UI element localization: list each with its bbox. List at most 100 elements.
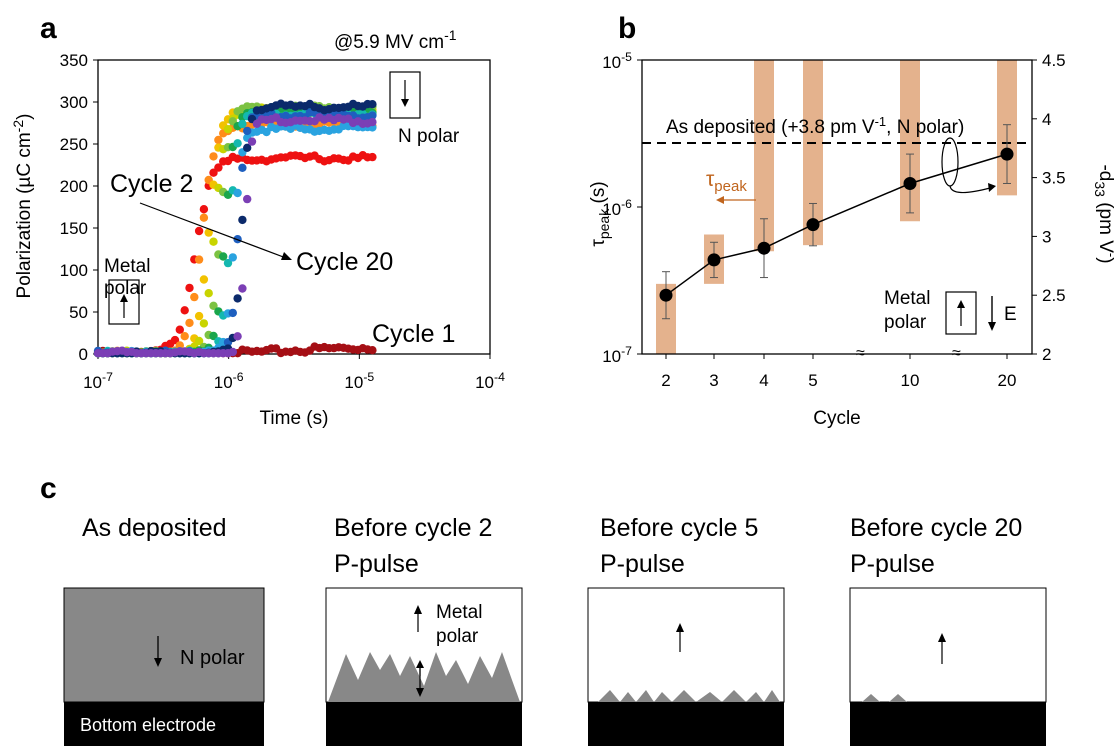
- data-point: [200, 275, 208, 283]
- diagram-4-title: Before cycle 20: [850, 514, 1022, 542]
- up-arrow-head-b: [957, 300, 965, 308]
- x-axis-label-a: Time (s): [260, 408, 329, 429]
- y-right-tick-label: 3: [1042, 227, 1051, 246]
- x-tick-label-a: 10-7: [83, 370, 113, 392]
- annotation-E: E: [1004, 304, 1017, 325]
- data-point: [195, 312, 203, 320]
- data-point: [238, 120, 246, 128]
- x-tick-label-b: 3: [709, 371, 718, 390]
- diagram-3-subtitle: P-pulse: [600, 550, 685, 578]
- d33-point: [807, 218, 820, 231]
- data-point: [368, 153, 376, 161]
- annotation-cycle1: Cycle 1: [372, 320, 455, 348]
- data-point: [238, 164, 246, 172]
- data-point: [181, 306, 189, 314]
- e-arrow-head: [988, 322, 996, 331]
- n-polar-label-c: N polar: [180, 647, 245, 669]
- axis-break-2: ≈: [952, 345, 961, 362]
- diagram-3-title: Before cycle 5: [600, 514, 758, 542]
- data-point: [248, 137, 256, 145]
- data-point: [229, 309, 237, 317]
- data-point: [233, 332, 241, 340]
- x-tick-label-a: 10-4: [475, 370, 505, 392]
- annotation-metal-polar-b: Metal polar: [884, 288, 930, 333]
- plot-frame-b: [642, 60, 1032, 354]
- annotation-tau-peak: τpeak: [706, 168, 747, 195]
- data-point: [209, 238, 217, 246]
- y-tick-label-a: 350: [60, 51, 88, 70]
- y-axis-label-right-b: -d33 (pm V-): [1092, 164, 1116, 263]
- y-tick-label-a: 100: [60, 261, 88, 280]
- x-tick-label-b: 4: [759, 371, 768, 390]
- data-point: [224, 125, 232, 133]
- cycle-arrow-head: [281, 252, 292, 260]
- x-axis-label-b: Cycle: [813, 408, 861, 429]
- diagram-4-electrode: [850, 702, 1046, 746]
- series-cycle-10: [94, 108, 377, 358]
- series-cycle-17: [94, 100, 377, 358]
- diagram-3-electrode: [588, 702, 784, 746]
- diagram-4-subtitle: P-pulse: [850, 550, 935, 578]
- annotation-cycle20: Cycle 20: [296, 248, 393, 276]
- data-point: [181, 332, 189, 340]
- x-tick-label-b: 10: [901, 371, 920, 390]
- diagram-2-electrode: [326, 702, 522, 746]
- y-axis-label-left-b: τpeak (s): [588, 181, 612, 246]
- data-point: [205, 289, 213, 297]
- x-tick-label-a: 10-6: [214, 370, 244, 392]
- data-point: [243, 127, 251, 135]
- data-point: [229, 348, 237, 356]
- y-left-tick-label: 10-7: [602, 344, 632, 366]
- x-tick-label-b: 5: [808, 371, 817, 390]
- data-point: [233, 294, 241, 302]
- panel-b-chart: 10-710-610-522.533.544.52 3 4 5 10 20 As depo…: [588, 50, 1116, 429]
- data-point: [209, 152, 217, 160]
- y-axis-label-a: Polarization (µC cm-2): [10, 114, 35, 299]
- data-point: [368, 118, 376, 126]
- panel-label-b: b: [618, 12, 636, 45]
- data-point: [185, 319, 193, 327]
- data-point: [200, 319, 208, 327]
- data-point: [195, 227, 203, 235]
- panel-a-chart: 0 50 100 150 200 250 300 350 10-7 10-6 10-5 10-4 @5…: [10, 27, 505, 429]
- tau-arrow-head: [716, 196, 724, 204]
- data-point: [195, 255, 203, 263]
- y-right-tick-label: 2: [1042, 345, 1051, 364]
- y-right-tick-label: 3.5: [1042, 169, 1066, 188]
- bottom-electrode-label: Bottom electrode: [80, 715, 216, 735]
- d33-point: [708, 253, 721, 266]
- data-point: [190, 293, 198, 301]
- data-point: [233, 139, 241, 147]
- y-left-tick-label: 10-5: [602, 50, 632, 72]
- d33-arrow-head: [988, 183, 996, 192]
- chart-a-title: @5.9 MV cm-1: [334, 27, 457, 53]
- d33-point: [758, 242, 771, 255]
- annotation-metal-polar-a: Metal polar: [104, 256, 150, 299]
- diagram-2-subtitle: P-pulse: [334, 550, 419, 578]
- diagram-1-film: [64, 588, 264, 702]
- y-right-tick-label: 4.5: [1042, 51, 1066, 70]
- diagram-2-title: Before cycle 2: [334, 514, 492, 542]
- data-point: [238, 216, 246, 224]
- data-point: [238, 284, 246, 292]
- y-tick-label-a: 250: [60, 135, 88, 154]
- data-point: [200, 205, 208, 213]
- y-tick-label-a: 150: [60, 219, 88, 238]
- panel-c-diagrams: As deposited Before cycle 2 P-pulse Befo…: [64, 514, 1046, 746]
- cycle-arrow: [140, 203, 286, 258]
- panel-label-a: a: [40, 12, 57, 45]
- data-point: [229, 253, 237, 261]
- down-arrow-head-a: [401, 99, 409, 107]
- x-tick-label-b: 20: [998, 371, 1017, 390]
- d33-point: [660, 289, 673, 302]
- annotation-n-polar-a: N polar: [398, 126, 460, 147]
- x-tick-label-b: 2: [661, 371, 670, 390]
- y-right-tick-label: 4: [1042, 110, 1051, 129]
- d33-arrow: [950, 186, 990, 193]
- axis-break-1: ≈: [856, 345, 865, 362]
- y-tick-label-a: 0: [79, 345, 88, 364]
- data-point: [243, 195, 251, 203]
- data-point: [185, 284, 193, 292]
- y-tick-label-a: 50: [69, 303, 88, 322]
